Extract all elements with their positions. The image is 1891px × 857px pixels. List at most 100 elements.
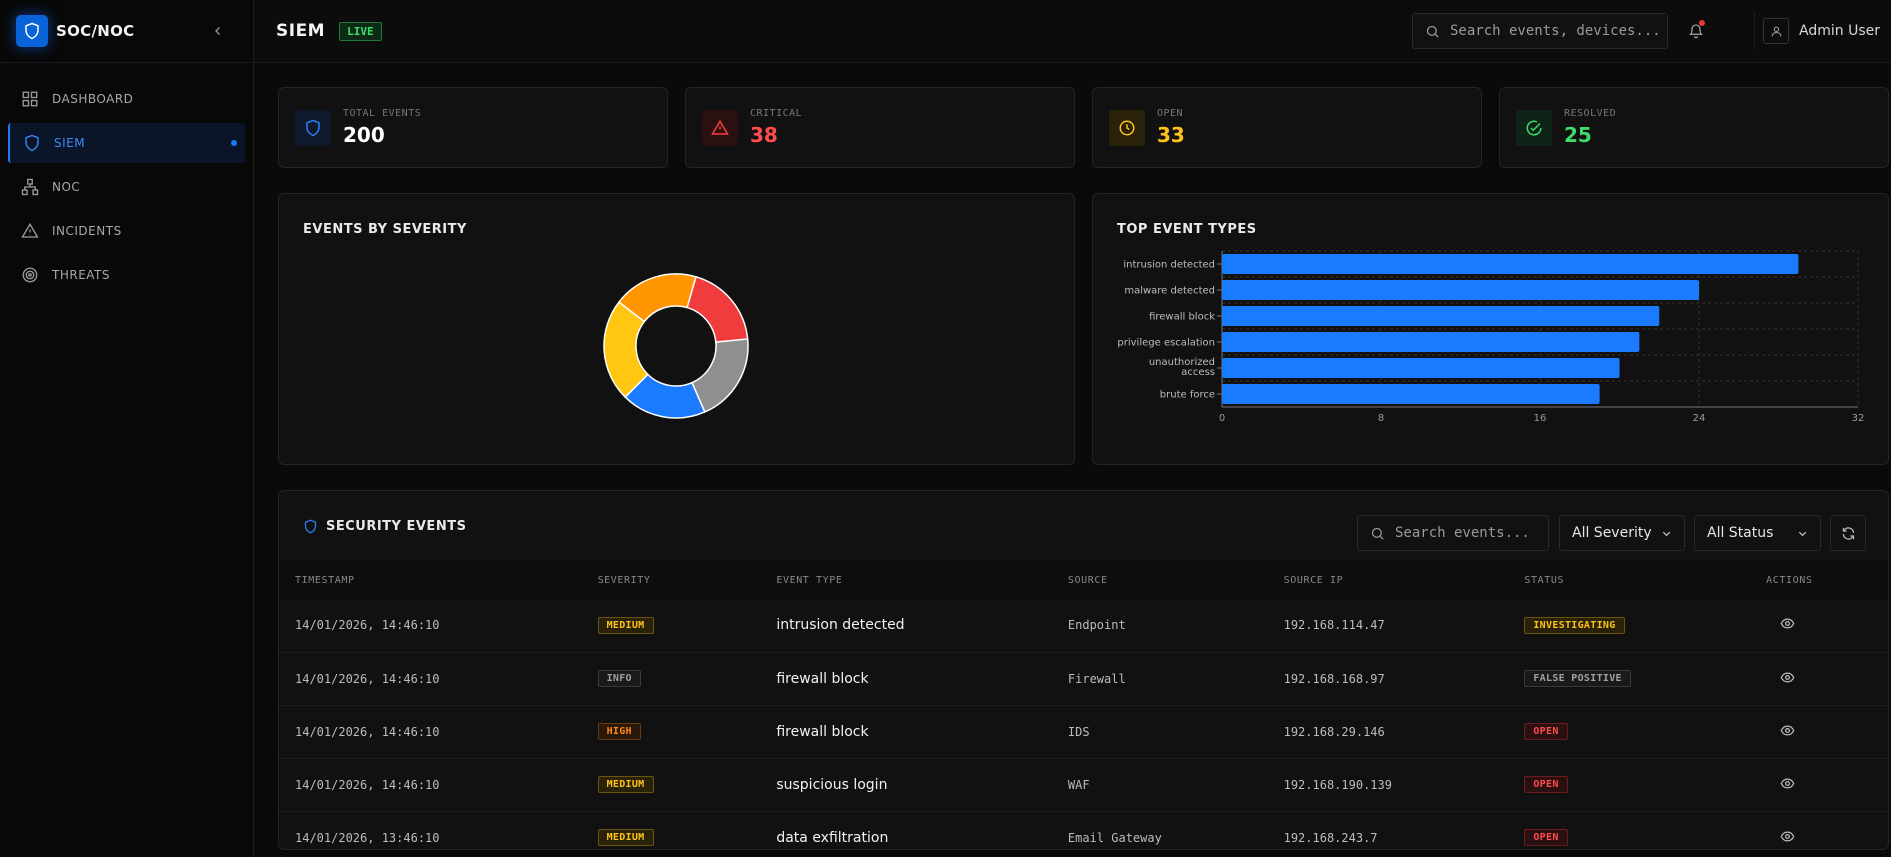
view-event-button[interactable] [1780,670,1795,685]
user-icon [1771,26,1781,36]
donut-slice-4[interactable] [617,273,697,323]
cell-status: FALSE POSITIVE [1508,652,1750,705]
severity-filter-select[interactable]: All Severity [1559,515,1685,551]
severity-chart-panel: EVENTS BY SEVERITY [278,193,1075,465]
table-row[interactable]: 14/01/2026, 13:46:10 MEDIUM data exfiltrat… [279,811,1888,849]
cell-actions [1750,758,1888,811]
charts-row: EVENTS BY SEVERITY TOP EVENT TYPES 0 8 16 2… [278,193,1891,465]
severity-badge: INFO [597,670,641,687]
view-event-button[interactable] [1780,616,1795,631]
cell-timestamp: 14/01/2026, 14:46:10 [295,777,440,792]
cell-source: WAF [1067,777,1090,792]
sidebar-item-threats[interactable]: THREATS [8,255,245,295]
live-badge: LIVE [339,21,382,41]
table-row[interactable]: 14/01/2026, 14:46:10 MEDIUM intrusion dete… [279,599,1888,652]
bar-unauthorized-access[interactable] [1222,358,1620,378]
bar-intrusion-detected[interactable] [1222,254,1799,274]
grid-icon [20,89,40,109]
chevron-down-icon [1662,531,1671,536]
bar-privilege-escalation[interactable] [1222,332,1640,352]
view-event-button[interactable] [1780,776,1795,791]
cell-event-type: firewall block [776,723,869,740]
sidebar-item-label: THREATS [52,268,110,282]
security-events-header: SECURITY EVENTS All Severity All Status [279,491,1888,561]
events-search-input[interactable] [1395,525,1545,541]
cell-timestamp: 14/01/2026, 14:46:10 [295,671,440,686]
stat-value: 25 [1564,123,1592,147]
sidebar-item-incidents[interactable]: INCIDENTS [8,211,245,251]
table-header-row: TIMESTAMP SEVERITY EVENT TYPE SOURCE SOURCE … [279,561,1888,599]
user-name: Admin User [1799,23,1880,39]
global-search-input[interactable] [1450,23,1660,39]
check-circle-icon [1516,109,1552,146]
eye-icon [1780,830,1795,842]
target-icon [20,265,40,285]
sidebar-item-label: DASHBOARD [52,92,134,106]
cell-severity: MEDIUM [582,599,761,652]
page-title: SIEM [276,21,326,41]
sidebar-item-label: INCIDENTS [52,224,122,238]
x-tick-label: 32 [1852,413,1865,424]
stat-card-critical: CRITICAL 38 [685,87,1075,168]
table-row[interactable]: 14/01/2026, 14:46:10 INFO firewall block Fi… [279,652,1888,705]
shield-icon [22,133,42,153]
bar-malware-detected[interactable] [1222,280,1699,300]
eye-icon [1780,724,1795,736]
warning-icon [20,221,40,241]
cell-status: OPEN [1508,758,1750,811]
table-row[interactable]: 14/01/2026, 14:46:10 MEDIUM suspicious log… [279,758,1888,811]
refresh-button[interactable] [1830,515,1866,551]
search-icon [1371,527,1384,540]
bar-brute-force[interactable] [1222,384,1600,404]
cell-severity: MEDIUM [582,811,761,849]
table-row[interactable]: 14/01/2026, 14:46:10 HIGH firewall block ID… [279,705,1888,758]
stat-card-total-events: TOTAL EVENTS 200 [278,87,668,168]
cell-timestamp: 14/01/2026, 13:46:10 [295,830,440,845]
sidebar-item-siem[interactable]: SIEM [8,123,245,163]
collapse-sidebar-button[interactable] [209,22,227,40]
stat-value: 38 [750,123,778,147]
y-tick-label: malware detected [1124,286,1215,297]
severity-badge: HIGH [597,723,641,740]
stat-label: OPEN [1157,108,1184,119]
y-tick-label: intrusion detected [1123,260,1215,271]
sidebar-item-label: SIEM [54,136,86,150]
x-tick-label: 8 [1378,413,1384,424]
event-types-bar-chart: 0 8 16 24 32 intrusion detected malware detect… [1117,250,1865,424]
cell-timestamp: 14/01/2026, 14:46:10 [295,724,440,739]
y-tick-label: unauthorized access [1149,357,1215,378]
stat-value: 33 [1157,123,1185,147]
view-event-button[interactable] [1780,829,1795,844]
view-event-button[interactable] [1780,723,1795,738]
column-header-status: STATUS [1524,574,1565,586]
shield-icon [295,109,331,146]
status-badge: OPEN [1524,776,1568,793]
cell-source: Email Gateway [1067,830,1162,845]
notification-dot [1699,20,1705,26]
cell-actions [1750,811,1888,849]
eye-icon [1780,618,1795,629]
severity-donut-chart [603,273,749,419]
cell-actions [1750,599,1888,652]
status-badge: OPEN [1524,829,1568,846]
notifications-button[interactable] [1686,20,1706,41]
sidebar-item-dashboard[interactable]: DASHBOARD [8,79,245,119]
y-tick-label: privilege escalation [1117,338,1215,349]
stat-cards: TOTAL EVENTS 200 CRITICAL 38 OPEN 33 RESOLVED 2… [278,87,1891,168]
events-search [1357,515,1549,551]
cell-event-type: firewall block [776,670,869,687]
cell-actions [1750,652,1888,705]
column-header-event-type: EVENT TYPE [776,574,843,586]
status-filter-select[interactable]: All Status [1694,515,1821,551]
y-tick-label: firewall block [1149,312,1215,323]
refresh-icon [1842,526,1854,540]
user-menu[interactable]: Admin User [1754,12,1880,50]
y-tick-label: brute force [1160,390,1215,401]
sidebar-item-noc[interactable]: NOC [8,167,245,207]
donut-slice-0[interactable] [686,275,749,343]
cell-status: INVESTIGATING [1508,599,1750,652]
cell-severity: MEDIUM [582,758,761,811]
avatar [1763,18,1789,44]
bar-firewall-block[interactable] [1222,306,1660,326]
